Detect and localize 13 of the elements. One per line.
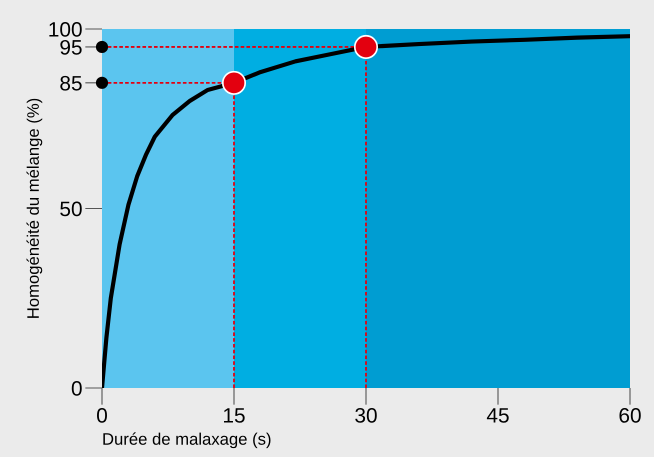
x-axis-title: Durée de malaxage (s) xyxy=(103,432,270,448)
y-tick-label: 0 xyxy=(72,381,82,396)
x-tick-label: 30 xyxy=(355,408,377,423)
y-tick-label: 85 xyxy=(60,76,82,91)
x-tick-label: 60 xyxy=(619,408,641,423)
y-tick-label: 100 xyxy=(49,22,82,37)
line-series xyxy=(102,34,630,388)
x-tick-label: 15 xyxy=(224,408,245,423)
y-tick-label: 95 xyxy=(60,40,82,55)
y-tick-label: 50 xyxy=(60,202,82,216)
y-axis-title: Homogénéité du mélange (%) xyxy=(26,98,42,318)
x-tick-label: 0 xyxy=(97,408,107,423)
x-tick-label: 45 xyxy=(486,408,509,423)
